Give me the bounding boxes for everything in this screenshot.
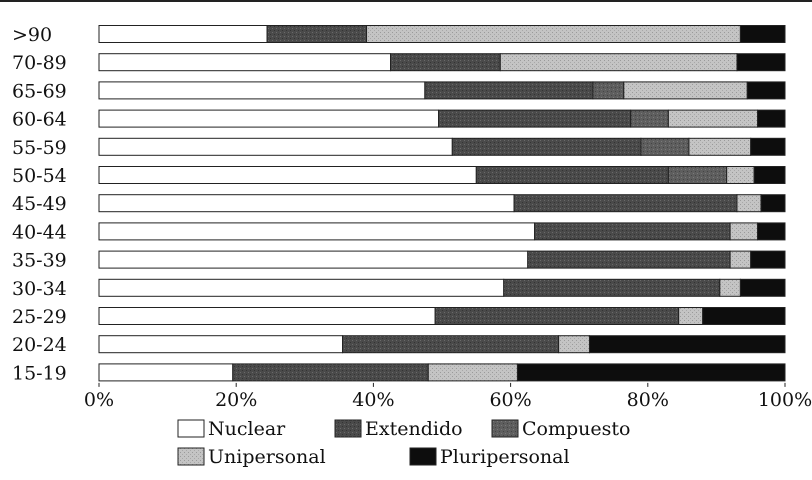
bar-segment-extendido-60-64	[438, 109, 632, 128]
bar-segment-extendido-30-34	[503, 278, 721, 297]
bar-segment-compuesto-55-59	[640, 137, 690, 156]
bar-segment-unipersonal-35-39	[729, 250, 752, 269]
bar-segment-unipersonal-25-29	[678, 307, 704, 325]
bar-segment-pluripersonal-70-89	[736, 53, 786, 72]
bar-segment-extendido-35-39	[527, 250, 731, 269]
bar-segment-nuclear-15-19	[98, 363, 234, 382]
bar-segment-extendido-40-44	[534, 222, 731, 241]
x-tick-label-0: 0%	[84, 389, 114, 411]
bar-segment-nuclear-30-34	[98, 278, 505, 297]
bar-segment-nuclear-35-39	[98, 250, 529, 269]
legend-label-unipersonal: Unipersonal	[208, 446, 326, 468]
y-axis-labels: >90 70-89 65-69 60-64 55-59 50-54 45-49 40-44 35…	[12, 24, 67, 384]
y-tick-label-55-59: 55-59	[12, 137, 67, 159]
y-tick-label-15-19: 15-19	[12, 362, 67, 384]
y-tick-label-25-29: 25-29	[12, 306, 67, 328]
y-tick-label-50-54: 50-54	[12, 165, 67, 187]
y-tick-label-20-24: 20-24	[12, 334, 67, 356]
y-tick-label-45-49: 45-49	[12, 193, 67, 215]
x-tick-label-5: 100%	[758, 389, 812, 411]
bar-segment-pluripersonal-40-44	[757, 222, 786, 241]
bar-segment-unipersonal-40-44	[729, 222, 759, 241]
bar-segment-compuesto-60-64	[630, 109, 669, 128]
bar-segment-nuclear-40-44	[98, 222, 536, 241]
bar-segment-nuclear-90	[98, 25, 268, 43]
bar-segment-nuclear-45-49	[98, 194, 515, 213]
bar-segment-pluripersonal-35-39	[750, 250, 786, 269]
bar-segment-extendido-90	[266, 25, 368, 43]
bar-segment-unipersonal-55-59	[688, 137, 752, 156]
legend-swatch-nuclear	[177, 419, 205, 438]
y-tick-label-30-34: 30-34	[12, 278, 67, 300]
bar-segment-unipersonal-70-89	[499, 53, 738, 72]
bar-segment-pluripersonal-15-19	[516, 363, 786, 382]
y-tick-label-35-39: 35-39	[12, 250, 67, 272]
bar-segment-extendido-65-69	[424, 81, 594, 100]
y-tick-label-70-89: 70-89	[12, 52, 67, 74]
legend-label-nuclear: Nuclear	[208, 418, 286, 440]
bar-segment-pluripersonal-25-29	[702, 307, 786, 325]
x-tick-label-3: 60%	[489, 389, 531, 411]
x-axis: 0% 20% 40% 60% 80% 100%	[84, 382, 812, 411]
bar-segment-extendido-50-54	[475, 166, 669, 184]
bar-segment-nuclear-65-69	[98, 81, 426, 100]
x-tick-label-1: 20%	[215, 389, 257, 411]
legend-swatch-pluripersonal	[409, 447, 437, 466]
y-tick-label-40-44: 40-44	[12, 221, 67, 243]
bar-segment-unipersonal-60-64	[667, 109, 759, 128]
bar-segment-unipersonal-30-34	[719, 278, 741, 297]
bar-segment-nuclear-25-29	[98, 307, 436, 325]
legend-label-compuesto: Compuesto	[522, 418, 630, 440]
bar-segment-pluripersonal-60-64	[757, 109, 786, 128]
bar-segment-extendido-45-49	[513, 194, 738, 213]
bar-segment-pluripersonal-55-59	[750, 137, 786, 156]
legend-swatch-unipersonal	[177, 447, 205, 466]
bar-segment-pluripersonal-90	[739, 25, 786, 43]
bar-segment-compuesto-65-69	[592, 81, 625, 100]
legend-label-extendido: Extendido	[365, 418, 463, 440]
legend-swatch-extendido	[334, 419, 362, 438]
legend-label-pluripersonal: Pluripersonal	[440, 446, 570, 468]
bars-layer	[98, 25, 786, 382]
bar-segment-unipersonal-90	[366, 25, 741, 43]
y-tick-label-65-69: 65-69	[12, 80, 67, 102]
bar-segment-extendido-20-24	[342, 335, 560, 354]
bar-segment-pluripersonal-30-34	[739, 278, 786, 297]
bar-segment-nuclear-60-64	[98, 109, 440, 128]
x-tick-label-2: 40%	[352, 389, 394, 411]
bar-segment-extendido-15-19	[232, 363, 429, 382]
bar-segment-extendido-70-89	[390, 53, 501, 72]
bar-segment-unipersonal-50-54	[726, 166, 755, 184]
bar-segment-nuclear-50-54	[98, 166, 477, 184]
bar-segment-nuclear-55-59	[98, 137, 453, 156]
bar-segment-extendido-25-29	[434, 307, 680, 325]
bar-segment-unipersonal-45-49	[736, 194, 762, 213]
y-tick-label-60-64: 60-64	[12, 109, 67, 131]
bar-segment-extendido-55-59	[451, 137, 642, 156]
bar-segment-pluripersonal-50-54	[753, 166, 786, 184]
bar-segment-pluripersonal-20-24	[588, 335, 786, 354]
bar-segment-nuclear-70-89	[98, 53, 392, 72]
legend: Nuclear Extendido Compuesto Unipersonal Plur…	[177, 418, 630, 468]
bar-segment-unipersonal-65-69	[623, 81, 748, 100]
bar-segment-compuesto-50-54	[667, 166, 728, 184]
bar-segment-unipersonal-15-19	[427, 363, 518, 382]
bar-segment-pluripersonal-65-69	[746, 81, 786, 100]
y-tick-label-90: >90	[12, 24, 52, 46]
legend-swatch-compuesto	[491, 419, 519, 438]
bar-segment-unipersonal-20-24	[558, 335, 590, 354]
bar-segment-pluripersonal-45-49	[760, 194, 786, 213]
x-tick-label-4: 80%	[627, 389, 669, 411]
bar-segment-nuclear-20-24	[98, 335, 344, 354]
